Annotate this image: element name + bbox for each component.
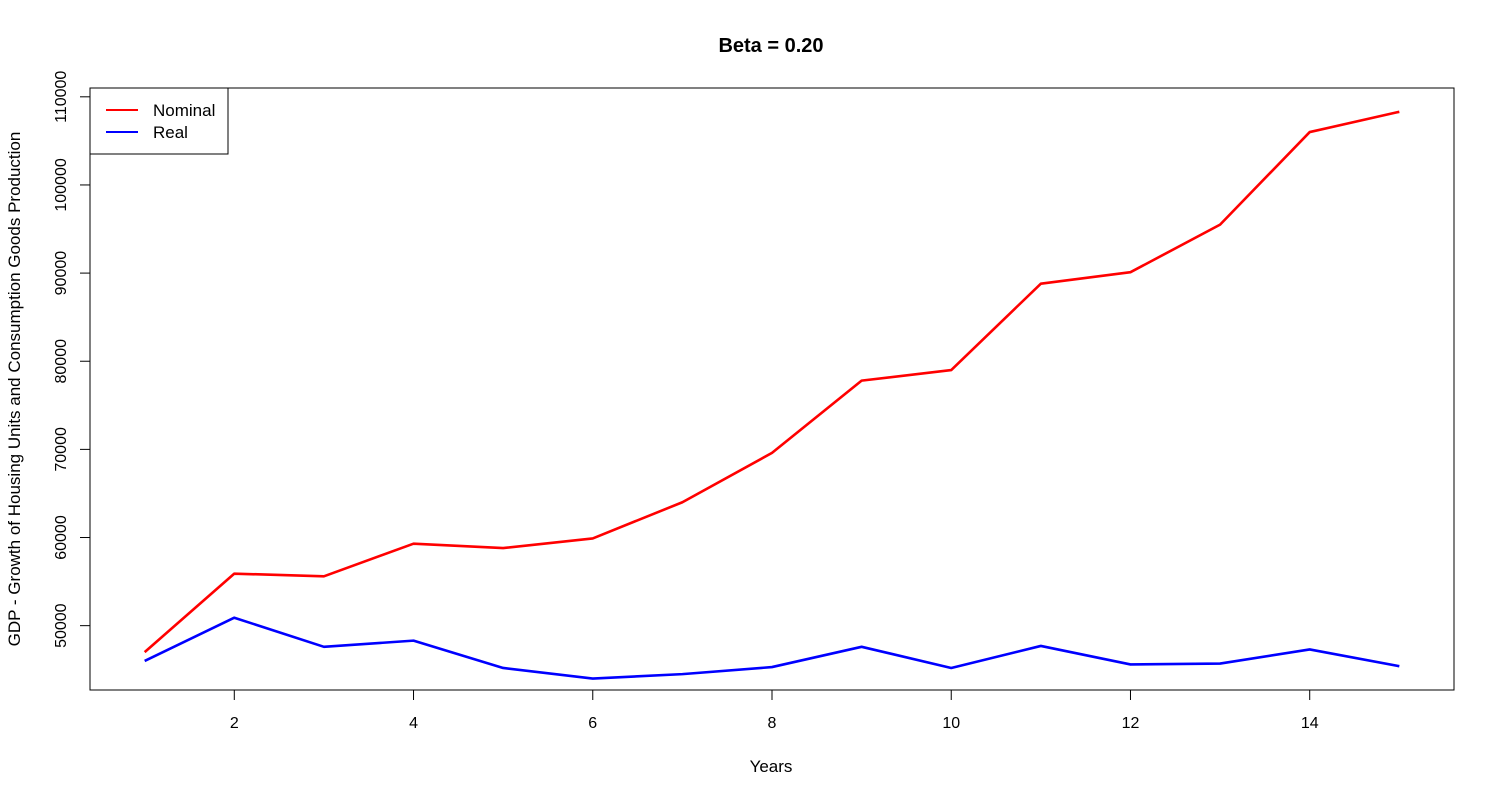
x-tick-label: 12 bbox=[1122, 715, 1140, 732]
y-tick-label: 110000 bbox=[53, 71, 70, 123]
legend-label-real: Real bbox=[153, 123, 188, 142]
y-tick-label: 100000 bbox=[53, 158, 70, 211]
x-tick-label: 6 bbox=[588, 715, 597, 732]
x-tick-label: 2 bbox=[230, 715, 239, 732]
series-line-real bbox=[145, 618, 1400, 679]
legend-box bbox=[90, 88, 228, 154]
x-tick-label: 8 bbox=[768, 715, 777, 732]
x-axis-label: Years bbox=[750, 757, 793, 776]
x-tick-label: 4 bbox=[409, 715, 418, 732]
x-tick-label: 10 bbox=[942, 715, 960, 732]
y-tick-label: 90000 bbox=[53, 251, 70, 296]
chart-title: Beta = 0.20 bbox=[718, 35, 823, 57]
y-tick-label: 70000 bbox=[53, 427, 70, 472]
y-tick-label: 80000 bbox=[53, 339, 70, 384]
series-layer bbox=[145, 112, 1400, 679]
y-axis: 50000 60000 70000 80000 90000 100000 110000 bbox=[53, 71, 90, 648]
y-tick-label: 50000 bbox=[53, 603, 70, 648]
legend-label-nominal: Nominal bbox=[153, 101, 215, 120]
x-axis: 2 4 6 8 10 12 14 bbox=[230, 690, 1319, 732]
plot-frame bbox=[90, 88, 1454, 690]
x-tick-label: 14 bbox=[1301, 715, 1319, 732]
y-tick-label: 60000 bbox=[53, 515, 70, 560]
series-line-nominal bbox=[145, 112, 1400, 652]
y-axis-label: GDP - Growth of Housing Units and Consum… bbox=[5, 132, 24, 647]
legend: Nominal Real bbox=[90, 88, 228, 154]
